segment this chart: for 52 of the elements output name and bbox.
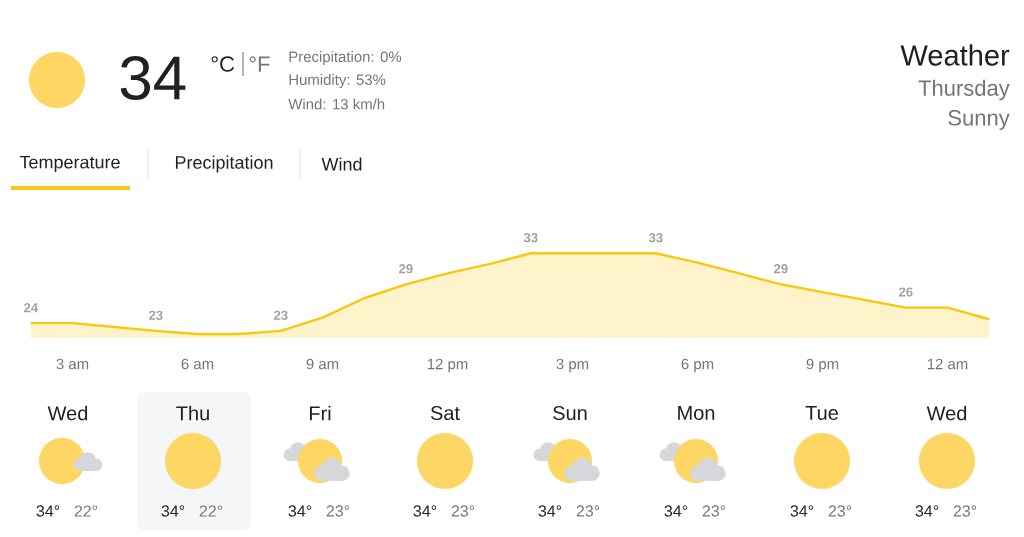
text: °C bbox=[211, 56, 235, 72]
text: Temperature bbox=[19, 155, 120, 173]
annotation: 34° bbox=[790, 505, 814, 517]
annotation: 22° bbox=[74, 505, 98, 517]
annotation: Thu bbox=[176, 405, 209, 421]
annotation: Sat bbox=[430, 405, 460, 421]
text: Precipitation: 0% bbox=[289, 51, 402, 65]
annotation: 23° bbox=[702, 505, 726, 517]
text: Precipitation bbox=[175, 155, 273, 173]
annotation: Wed bbox=[47, 405, 88, 421]
annotation: 34° bbox=[36, 505, 60, 517]
annotation: Mon bbox=[678, 406, 715, 420]
text: Sunny bbox=[948, 110, 1010, 130]
annotation: Fri bbox=[309, 405, 331, 421]
data-label: 23 bbox=[149, 310, 163, 320]
annotation: 34° bbox=[288, 505, 312, 517]
data-label: 29 bbox=[774, 264, 788, 274]
data-label: 24 bbox=[24, 303, 39, 313]
text: Wind bbox=[321, 157, 362, 171]
x-tick-label: 6 pm bbox=[681, 358, 714, 373]
annotation: 23° bbox=[953, 505, 977, 517]
annotation: Sun bbox=[553, 405, 587, 421]
annotation: Tue bbox=[805, 406, 838, 420]
x-tick-label: 3 pm bbox=[556, 358, 589, 373]
annotation: 23° bbox=[576, 505, 600, 517]
annotation: 23° bbox=[326, 505, 350, 517]
x-tick-label: 9 am bbox=[306, 358, 339, 370]
annotation: 23° bbox=[451, 505, 475, 517]
data-label: 33 bbox=[648, 233, 663, 243]
data-label: 29 bbox=[399, 264, 413, 274]
annotation: 34° bbox=[413, 505, 437, 517]
annotation: 34° bbox=[915, 505, 939, 517]
x-tick-label: 12 am bbox=[927, 358, 968, 370]
x-tick-label: 3 am bbox=[56, 358, 89, 370]
x-tick-label: 12 pm bbox=[427, 358, 468, 373]
data-label: 26 bbox=[899, 287, 913, 297]
annotation: 34° bbox=[664, 505, 688, 517]
chart-title: Weather bbox=[900, 44, 1010, 66]
text: °F bbox=[249, 56, 270, 72]
annotation: 34° bbox=[161, 505, 185, 517]
chart-subtitle: Thursday bbox=[918, 79, 1010, 101]
annotation: 22° bbox=[199, 505, 223, 517]
annotation: 34° bbox=[538, 505, 562, 517]
text: Wind: 13 km/h bbox=[288, 98, 385, 110]
annotation: 23° bbox=[828, 505, 852, 517]
x-tick-label: 9 pm bbox=[806, 358, 839, 373]
text: 34 bbox=[120, 56, 186, 100]
x-tick-label: 6 am bbox=[181, 358, 214, 370]
annotation: Wed bbox=[926, 405, 967, 421]
text: Humidity: 53% bbox=[289, 74, 386, 88]
data-label: 23 bbox=[274, 310, 288, 320]
data-label: 33 bbox=[523, 233, 538, 243]
